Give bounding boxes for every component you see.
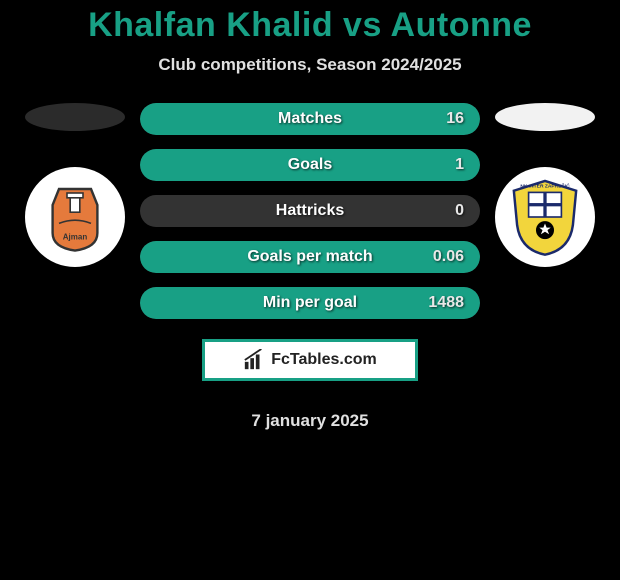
brand-text: FcTables.com (271, 351, 377, 369)
right-player-col: NK INTER ZAPREŠIĆ (490, 103, 600, 267)
stat-label: Goals (288, 156, 332, 174)
stat-value: 1 (455, 156, 464, 174)
club-crest-left-icon: Ajman (35, 177, 115, 257)
stat-row-matches: Matches 16 (140, 103, 480, 135)
svg-text:Ajman: Ajman (63, 232, 88, 241)
stats-column: Matches 16 Goals 1 Hattricks 0 Goals per… (140, 103, 480, 431)
left-player-col: Ajman (20, 103, 130, 267)
club-badge-right: NK INTER ZAPREŠIĆ (495, 167, 595, 267)
stat-row-min-per-goal: Min per goal 1488 (140, 287, 480, 319)
player-photo-placeholder-left (25, 103, 125, 131)
date-line: 7 january 2025 (251, 411, 368, 431)
club-crest-right-icon: NK INTER ZAPREŠIĆ (504, 176, 586, 258)
stat-value: 1488 (428, 294, 464, 312)
subtitle: Club competitions, Season 2024/2025 (0, 55, 620, 75)
stat-row-goals-per-match: Goals per match 0.06 (140, 241, 480, 273)
stat-value: 0 (455, 202, 464, 220)
player-photo-placeholder-right (495, 103, 595, 131)
stat-label: Min per goal (263, 294, 357, 312)
stat-value: 16 (446, 110, 464, 128)
stat-row-goals: Goals 1 (140, 149, 480, 181)
brand-badge: FcTables.com (202, 339, 418, 381)
comparison-card: Khalfan Khalid vs Autonne Club competiti… (0, 0, 620, 431)
stat-row-hattricks: Hattricks 0 (140, 195, 480, 227)
stat-value: 0.06 (433, 248, 464, 266)
stat-label: Matches (278, 110, 342, 128)
main-row: Ajman Matches 16 Goals 1 Hattricks 0 (0, 103, 620, 431)
club-badge-left: Ajman (25, 167, 125, 267)
stat-label: Goals per match (247, 248, 372, 266)
bar-chart-icon (243, 349, 265, 371)
stat-label: Hattricks (276, 202, 344, 220)
page-title: Khalfan Khalid vs Autonne (0, 6, 620, 45)
